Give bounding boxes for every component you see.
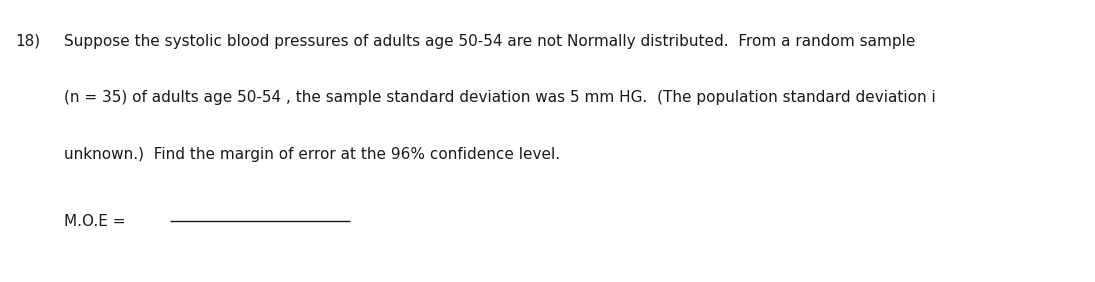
Text: unknown.)  Find the margin of error at the 96% confidence level.: unknown.) Find the margin of error at th…	[64, 147, 560, 162]
Text: 18): 18)	[15, 34, 41, 49]
Text: M.O.E =: M.O.E =	[64, 214, 130, 229]
Text: Suppose the systolic blood pressures of adults age 50-54 are not Normally distri: Suppose the systolic blood pressures of …	[64, 34, 915, 49]
Text: (n = 35) of adults age 50-54 , the sample standard deviation was 5 mm HG.  (The : (n = 35) of adults age 50-54 , the sampl…	[64, 90, 935, 105]
